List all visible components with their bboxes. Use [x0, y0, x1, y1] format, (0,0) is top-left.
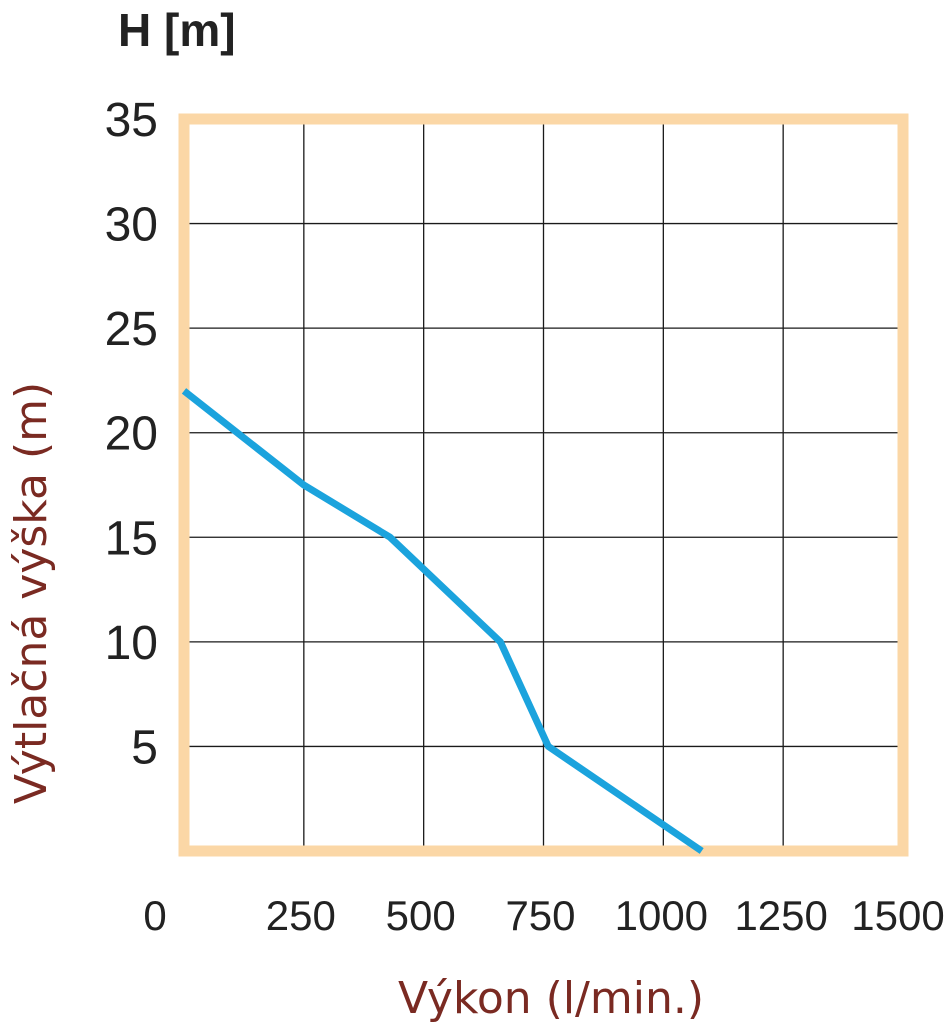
x-axis-tick-labels: 0 250 500 750 1000 1250 1500 [143, 892, 944, 939]
x-tick-label: 750 [505, 892, 575, 939]
x-tick-label: 1500 [851, 892, 944, 939]
x-tick-label: 500 [386, 892, 456, 939]
y-axis-title: Výtlačná výška (m) [6, 382, 57, 804]
plot-frame [178, 113, 909, 857]
grid-lines [184, 119, 903, 851]
y-axis-tick-labels: 5 10 15 20 25 30 35 [105, 94, 158, 774]
y-tick-label: 25 [105, 303, 158, 356]
y-tick-label: 30 [105, 199, 158, 252]
x-axis-title: Výkon (l/min.) [398, 973, 704, 1024]
y-unit-label: H [m] [118, 4, 236, 56]
y-tick-label: 35 [105, 94, 158, 147]
y-tick-label: 15 [105, 512, 158, 565]
x-tick-label: 1000 [615, 892, 708, 939]
x-tick-label: 0 [143, 892, 166, 939]
y-tick-label: 20 [105, 408, 158, 461]
x-tick-label: 1250 [734, 892, 827, 939]
performance-curve-line [181, 388, 704, 854]
y-tick-label: 5 [131, 721, 158, 774]
y-tick-label: 10 [105, 617, 158, 670]
x-tick-label: 250 [266, 892, 336, 939]
